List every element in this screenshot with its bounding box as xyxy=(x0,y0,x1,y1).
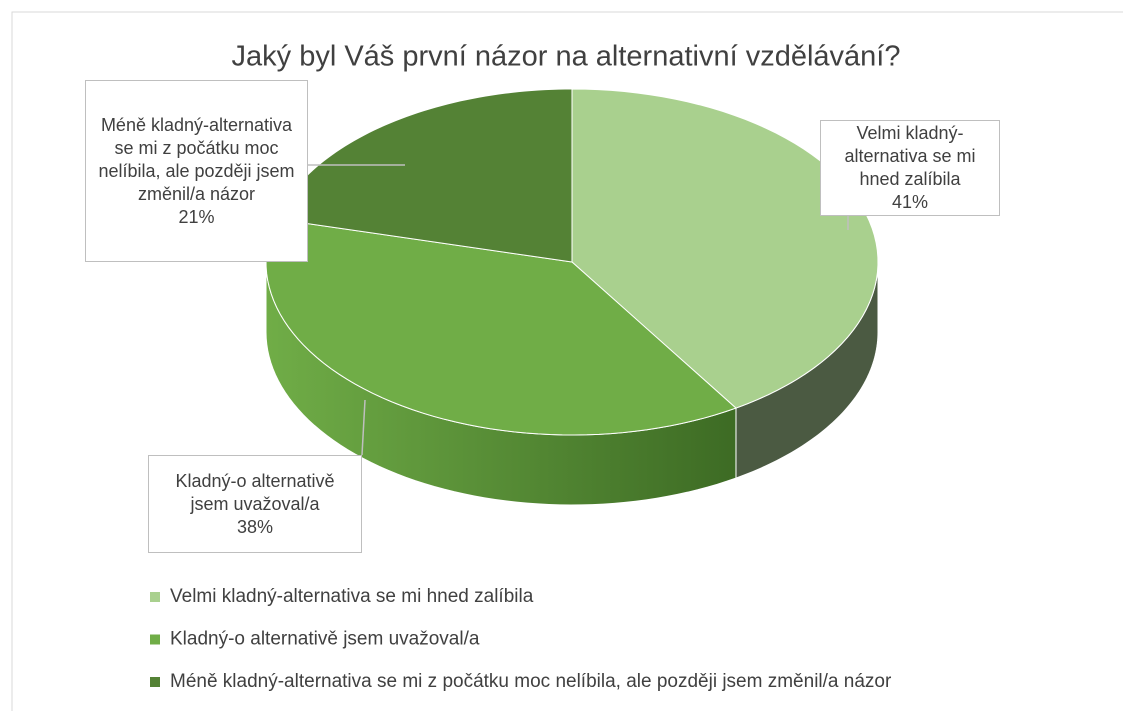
callout-value: 21% xyxy=(178,206,215,227)
legend-swatch xyxy=(150,677,160,687)
data-callout: Kladný-o alternativě jsem uvažoval/a 38% xyxy=(148,455,362,553)
legend-swatch xyxy=(150,634,160,645)
legend-label: Kladný-o alternativě jsem uvažoval/a xyxy=(170,629,480,650)
data-callout: Velmi kladný-alternativa se mi hned zalí… xyxy=(820,120,1000,216)
chart-title: Jaký byl Váš první názor na alternativní… xyxy=(232,41,901,73)
callout-value: 38% xyxy=(236,516,274,537)
leader-line xyxy=(361,399,366,456)
callout-category: Velmi kladný-alternativa se mi hned zalí… xyxy=(844,123,976,189)
callout-value: 41% xyxy=(891,192,929,212)
data-callout: Méně kladný-alternativa se mi z počátku … xyxy=(85,80,308,262)
callout-category: Kladný-o alternativě jsem uvažoval/a xyxy=(175,470,335,514)
slice xyxy=(265,218,737,436)
legend-label: Velmi kladný-alternativa se mi hned zalí… xyxy=(170,586,534,607)
legend-swatch xyxy=(150,592,160,602)
chart-border xyxy=(11,11,1123,711)
legend-label: Méně kladný-alternativa se mi z počátku … xyxy=(170,671,892,692)
callout-category: Méně kladný-alternativa se mi z počátku … xyxy=(98,114,295,204)
